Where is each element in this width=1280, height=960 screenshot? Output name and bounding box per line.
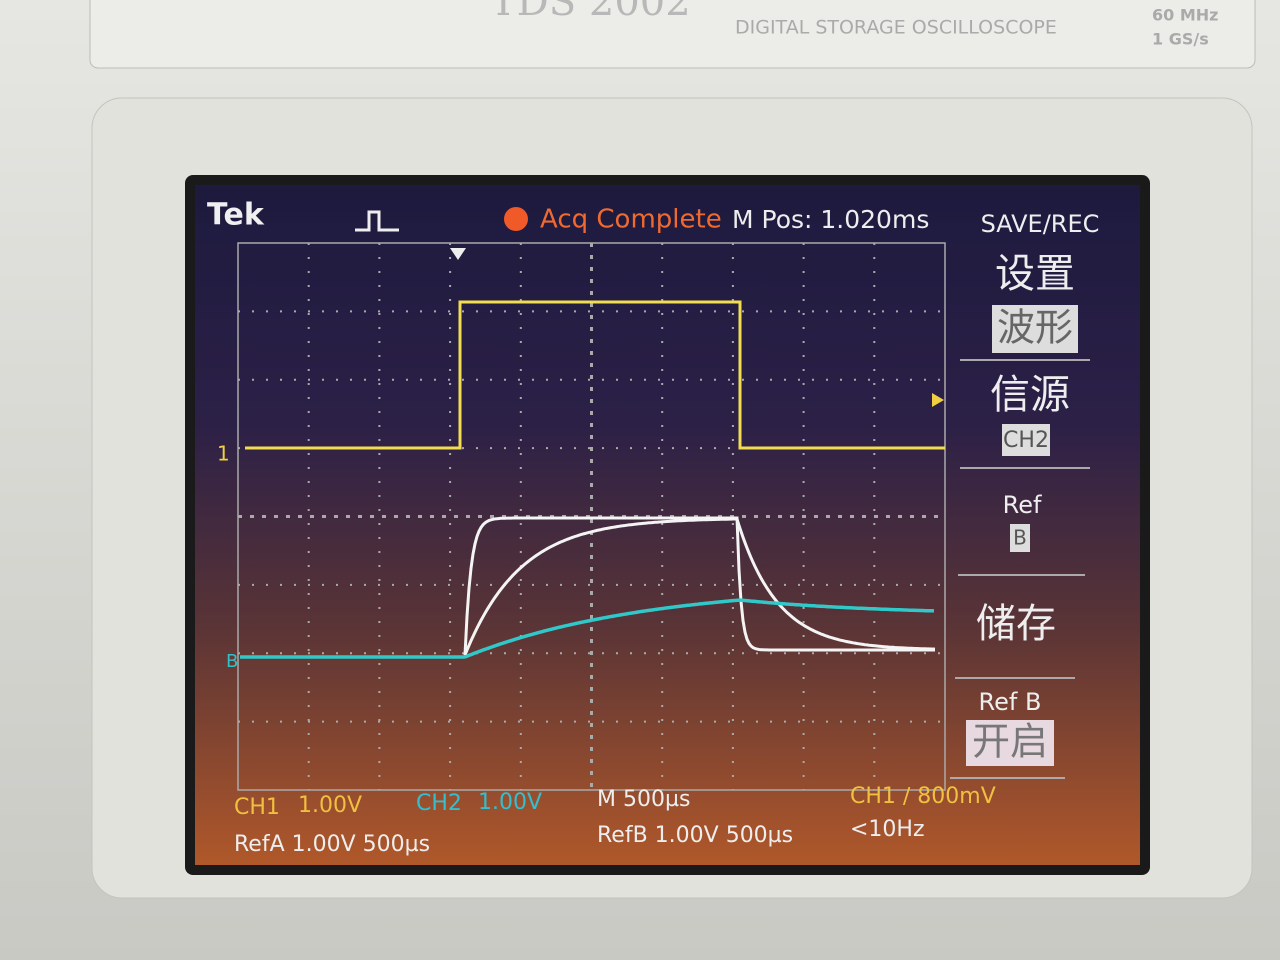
ref-fast — [463, 516, 935, 656]
ch1-wave — [245, 300, 945, 450]
refb: RefB 1.00V 500µs — [597, 823, 793, 848]
menu-highlight — [1002, 424, 1050, 456]
acq-status: Acq Complete — [540, 205, 722, 235]
menu-title: SAVE/REC — [981, 210, 1100, 238]
waveforms — [240, 300, 945, 659]
menu-label: Ref B — [979, 688, 1042, 716]
ch1: CH1 — [234, 795, 280, 820]
trigger: CH1 ∕ 800mV — [850, 784, 996, 809]
trigger-level — [932, 393, 944, 407]
subtitle: DIGITAL STORAGE OSCILLOSCOPE — [735, 17, 1057, 39]
trigger-icon — [355, 210, 399, 232]
refa: RefA 1.00V 500µs — [234, 832, 430, 857]
spec: 1 GS/s — [1152, 30, 1209, 49]
ch1-scale: 1.00V — [298, 793, 362, 818]
menu-highlight — [1010, 524, 1030, 552]
readout: CH1 1.00V CH2 1.00V M 500µs CH1 ∕ 800mV … — [234, 784, 996, 857]
frequency: <10Hz — [850, 817, 925, 842]
model: TDS 2002 — [490, 0, 691, 25]
menu-highlight — [966, 720, 1054, 766]
menu-value: 波形 — [997, 306, 1073, 350]
menu-value: B — [1013, 526, 1027, 550]
ch2-scale: 1.00V — [478, 790, 542, 815]
menu: SAVE/REC 设置 波形 信源 CH2 Ref B 储存 Ref B 开启 — [950, 210, 1100, 779]
ch1-marker: 1 — [217, 442, 230, 466]
ch2-wave — [240, 598, 935, 659]
menu-label: 信源 — [990, 372, 1070, 418]
menu-value: CH2 — [1003, 428, 1049, 453]
acq-dot — [504, 207, 528, 231]
menu-label: Ref — [1003, 491, 1042, 519]
menu-value: 开启 — [972, 720, 1048, 764]
logo: Tek — [207, 198, 265, 233]
top-panel — [89, 0, 1256, 69]
spec: 60 MHz — [1152, 6, 1218, 25]
ref-slow — [463, 517, 936, 656]
menu-label: 储存 — [976, 601, 1056, 647]
ch2: CH2 — [416, 791, 462, 816]
menu-label: 设置 — [995, 251, 1075, 297]
menu-highlight — [992, 305, 1078, 353]
timebase: M 500µs — [597, 787, 690, 812]
position: M Pos: 1.020ms — [732, 205, 929, 234]
trigger-pos — [450, 248, 466, 260]
ref-marker: B — [226, 651, 238, 672]
